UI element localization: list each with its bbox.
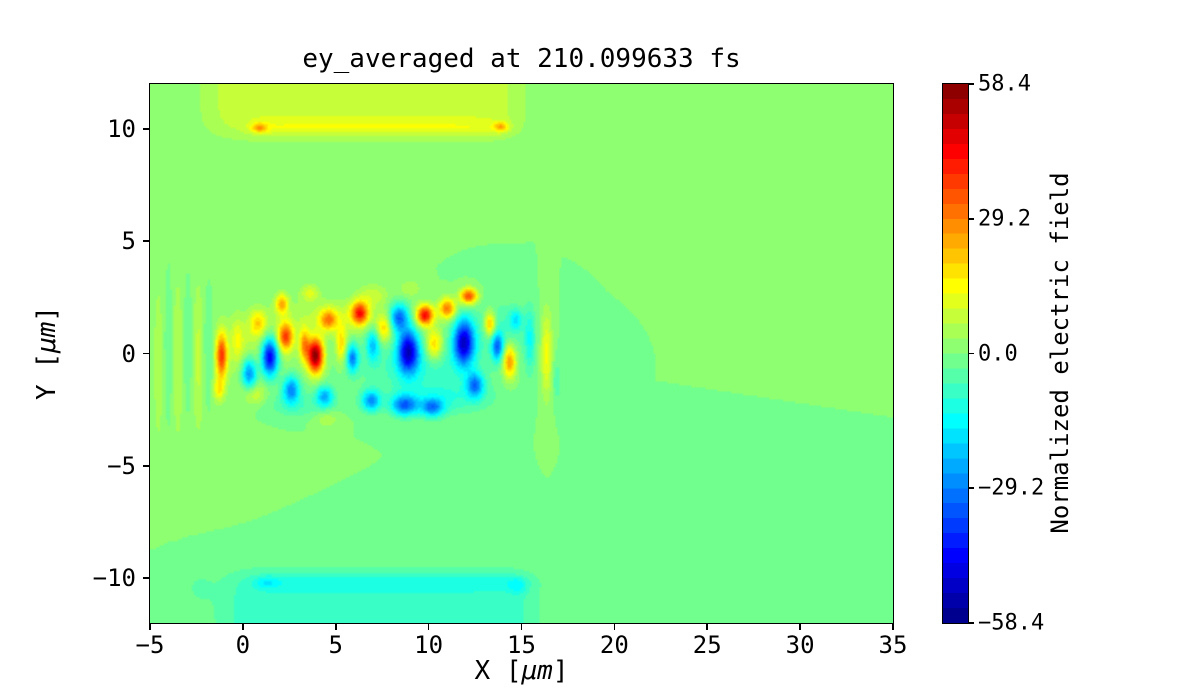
- x-axis-tick: [427, 623, 430, 630]
- colorbar-tick-label: 29.2: [978, 206, 1031, 232]
- x-axis-tick-label: 25: [692, 631, 722, 659]
- field-heatmap-canvas: [150, 84, 893, 623]
- y-axis-tick-label: −5: [107, 451, 136, 480]
- colorbar-canvas: [943, 84, 968, 623]
- x-axis-tick-label: 10: [414, 631, 444, 659]
- x-axis-tick-label: 5: [328, 631, 343, 659]
- x-axis-tick-label: 30: [785, 631, 815, 659]
- x-axis-tick-label: −5: [135, 631, 165, 659]
- colorbar-tick: [968, 217, 974, 220]
- plot-area: [149, 83, 894, 624]
- x-axis-label: X [μm]: [150, 656, 893, 686]
- y-axis-tick-label: 5: [121, 227, 136, 256]
- x-axis-tick: [613, 623, 616, 630]
- x-axis-tick-label: 0: [235, 631, 251, 659]
- y-axis-tick: [143, 577, 150, 579]
- x-axis-tick-label: 20: [599, 631, 629, 659]
- x-axis-tick: [892, 623, 894, 630]
- y-axis-tick: [143, 240, 150, 242]
- y-axis-tick-label: 10: [107, 114, 136, 143]
- y-axis-tick: [143, 352, 150, 355]
- y-axis-tick-label: −10: [92, 564, 136, 593]
- x-axis-tick: [149, 623, 151, 630]
- x-axis-unit: μm: [521, 656, 553, 686]
- colorbar: [942, 83, 969, 624]
- x-axis-tick-label: 15: [507, 631, 536, 659]
- colorbar-label: Normalized electric field: [1046, 172, 1074, 534]
- x-axis-tick: [520, 623, 523, 630]
- colorbar-tick-label: 0.0: [978, 341, 1018, 366]
- y-axis-tick: [143, 464, 150, 467]
- colorbar-tick: [968, 83, 974, 85]
- colorbar-tick: [968, 487, 974, 490]
- x-axis-tick: [242, 623, 244, 630]
- plot-title: ey_averaged at 210.099633 fs: [302, 44, 741, 74]
- colorbar-tick-label: 58.4: [978, 71, 1031, 97]
- colorbar-tick-label: −58.4: [978, 610, 1045, 636]
- colorbar-tick-label: −29.2: [978, 475, 1045, 501]
- x-axis-tick: [799, 623, 801, 630]
- y-axis-label-post: ]: [32, 306, 62, 322]
- x-axis-label-pre: X [: [474, 656, 522, 686]
- y-axis-tick-label: 0: [121, 339, 136, 368]
- x-axis-tick: [706, 623, 709, 630]
- y-axis-tick: [143, 128, 150, 130]
- x-axis-tick: [334, 623, 337, 630]
- colorbar-tick: [968, 622, 974, 624]
- x-axis-label-post: ]: [552, 656, 569, 686]
- colorbar-tick: [968, 352, 974, 355]
- x-axis-tick-label: 35: [878, 631, 908, 659]
